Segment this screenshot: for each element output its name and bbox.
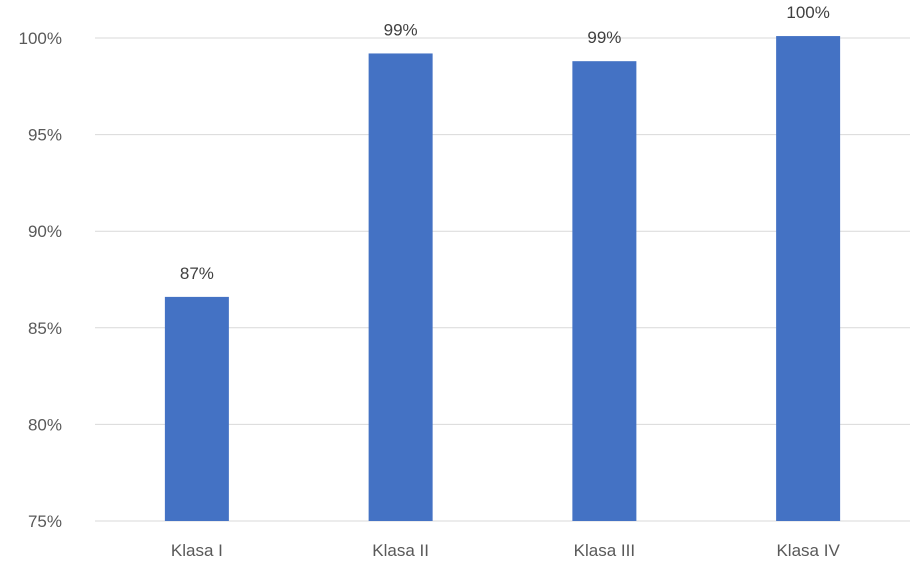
grid-lines xyxy=(95,37,910,522)
x-category-label: Klasa IV xyxy=(776,541,840,560)
y-axis-tick-labels: 75% 80% 85% 90% 95% 100% xyxy=(19,29,62,531)
y-tick-label: 90% xyxy=(28,222,62,241)
data-labels: 87% 99% 99% 100% xyxy=(180,3,830,283)
x-category-label: Klasa I xyxy=(171,541,223,560)
y-tick-label: 95% xyxy=(28,126,62,145)
x-axis-category-labels: Klasa I Klasa II Klasa III Klasa IV xyxy=(171,541,841,560)
bar-klasa-ii xyxy=(368,53,433,522)
bar-klasa-iii xyxy=(572,61,637,522)
bars xyxy=(164,36,841,522)
data-label: 100% xyxy=(786,3,829,22)
data-label: 99% xyxy=(587,28,621,47)
y-tick-label: 100% xyxy=(19,29,62,48)
bar-klasa-iv xyxy=(776,36,841,522)
y-tick-label: 75% xyxy=(28,512,62,531)
x-category-label: Klasa II xyxy=(372,541,429,560)
data-label: 99% xyxy=(384,20,418,39)
bar-klasa-i xyxy=(164,296,229,521)
y-tick-label: 80% xyxy=(28,415,62,434)
data-label: 87% xyxy=(180,264,214,283)
x-category-label: Klasa III xyxy=(574,541,635,560)
y-tick-label: 85% xyxy=(28,319,62,338)
